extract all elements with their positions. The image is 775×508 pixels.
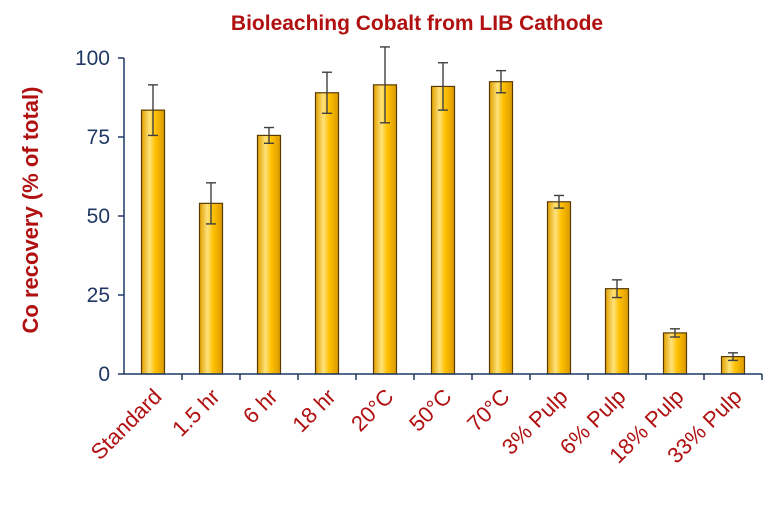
error-bar: [670, 328, 680, 338]
error-bar: [496, 69, 506, 94]
bar: [662, 332, 688, 375]
error-bar: [206, 182, 216, 225]
y-tick-label: 100: [75, 47, 110, 70]
y-tick-label: 25: [87, 284, 110, 307]
error-bar: [438, 62, 448, 111]
x-tick-label: 20°C: [346, 384, 399, 437]
x-tick-label: 6 hr: [238, 384, 282, 428]
bar: [198, 202, 224, 375]
error-bar: [264, 126, 274, 145]
bar: [256, 134, 282, 375]
bar: [430, 85, 456, 375]
error-bar: [554, 194, 564, 209]
bar-series: [140, 81, 746, 375]
bar: [488, 81, 514, 375]
x-tick-label: 18 hr: [287, 384, 340, 437]
x-axis-ticks: Standard 1.5 hr 6 hr 18 hr 20°C 50°C 70°C3% Pu…: [86, 374, 763, 468]
x-tick-label: 50°C: [404, 384, 457, 437]
chart-title: Bioleaching Cobalt from LIB Cathode: [231, 12, 603, 35]
x-tick-label: 1.5 hr: [167, 384, 224, 441]
y-tick-label: 75: [87, 126, 110, 149]
error-bar: [380, 46, 390, 124]
bar: [314, 92, 340, 375]
x-tick-label: 70°C: [462, 384, 515, 437]
y-tick-label: 0: [98, 363, 110, 386]
y-tick-label: 50: [87, 205, 110, 228]
bar: [372, 84, 398, 375]
error-bar: [612, 279, 622, 299]
x-tick-label: Standard: [86, 384, 167, 465]
error-bar: [728, 352, 738, 362]
bar: [140, 109, 166, 375]
error-bars: [148, 46, 738, 362]
error-bar: [322, 71, 332, 115]
bar: [546, 201, 572, 375]
bar: [604, 288, 630, 375]
y-axis-label: Co recovery (% of total): [18, 87, 43, 334]
error-bar: [148, 84, 158, 137]
y-axis-ticks: 0 25 50 75 100: [75, 47, 124, 386]
